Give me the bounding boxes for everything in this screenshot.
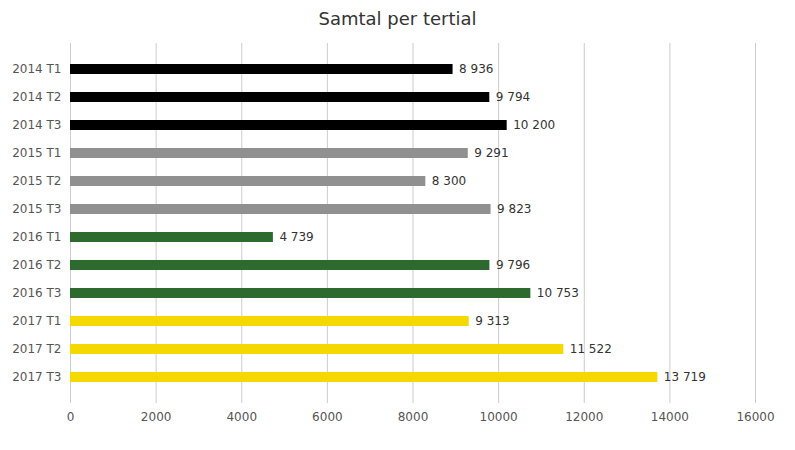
html-text:Samtal per tertial: Samtal per tertial <box>318 8 477 29</box>
svg-text:2016 T3: 2016 T3 <box>12 286 61 300</box>
svg-text:6000: 6000 <box>312 410 343 424</box>
svg-text:2017 T2: 2017 T2 <box>12 342 61 356</box>
svg-text:9 794: 9 794 <box>496 90 530 104</box>
svg-text:2015 T3: 2015 T3 <box>12 202 61 216</box>
svg-text:2015 T2: 2015 T2 <box>12 174 61 188</box>
svg-text:9 313: 9 313 <box>475 314 509 328</box>
svg-text:4000: 4000 <box>226 410 257 424</box>
svg-text:14000: 14000 <box>651 410 689 424</box>
svg-text:11 522: 11 522 <box>570 342 612 356</box>
svg-text:16000: 16000 <box>736 410 774 424</box>
svg-text:9 291: 9 291 <box>474 146 508 160</box>
svg-text:13 719: 13 719 <box>664 370 706 384</box>
svg-text:2014 T3: 2014 T3 <box>12 118 61 132</box>
svg-text:2015 T1: 2015 T1 <box>12 146 61 160</box>
svg-text:8 300: 8 300 <box>432 174 466 188</box>
svg-text:2017 T1: 2017 T1 <box>12 314 61 328</box>
svg-text:0: 0 <box>67 410 75 424</box>
svg-text:9 796: 9 796 <box>496 258 530 272</box>
svg-text:8000: 8000 <box>398 410 429 424</box>
svg-text:2016 T1: 2016 T1 <box>12 230 61 244</box>
svg-text:4 739: 4 739 <box>279 230 313 244</box>
svg-text:2017 T3: 2017 T3 <box>12 370 61 384</box>
svg-text:2014 T2: 2014 T2 <box>12 90 61 104</box>
svg-text:10 200: 10 200 <box>513 118 555 132</box>
svg-text:8 936: 8 936 <box>459 62 493 76</box>
svg-text:10000: 10000 <box>480 410 518 424</box>
svg-text:2000: 2000 <box>141 410 172 424</box>
svg-text:9 823: 9 823 <box>497 202 531 216</box>
svg-text:2016 T2: 2016 T2 <box>12 258 61 272</box>
svg-text:12000: 12000 <box>565 410 603 424</box>
svg-text:2014 T1: 2014 T1 <box>12 62 61 76</box>
svg-text:10 753: 10 753 <box>537 286 579 300</box>
